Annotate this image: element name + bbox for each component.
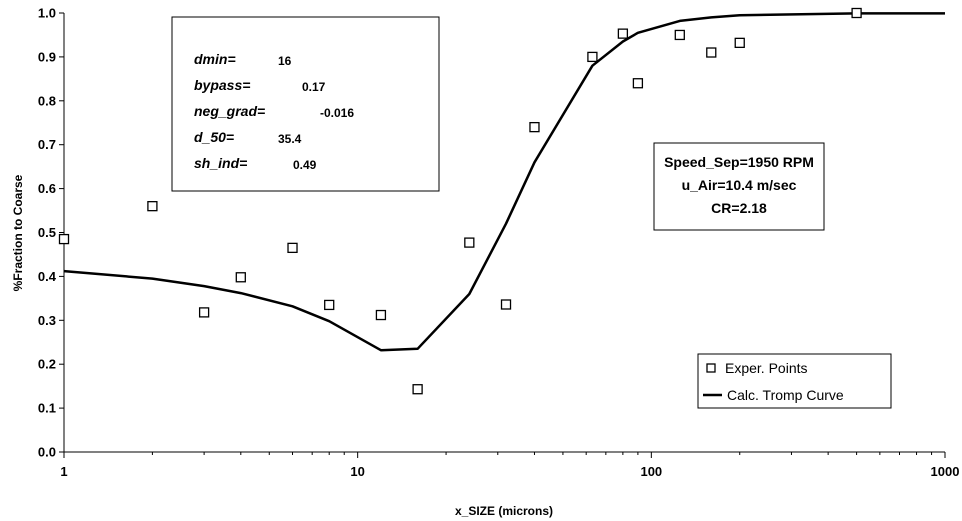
exper-point: [587, 51, 598, 63]
exper-point: [706, 47, 717, 58]
y-tick-label: 0.3: [38, 313, 56, 328]
exper-point: [147, 201, 158, 212]
exper-point: [198, 307, 210, 318]
exper-point: [734, 37, 745, 49]
parameters-rows: dmin= 16 bypass= 0.17 neg_grad= -0.016 d_50= 35…: [194, 51, 354, 172]
exper-point: [632, 78, 644, 89]
tromp-curve-line: [63, 12, 945, 352]
condition-label: u_Air=10.4 m/sec: [682, 177, 797, 193]
exper-point: [324, 299, 335, 311]
legend-label-tromp-curve: Calc. Tromp Curve: [727, 387, 844, 403]
parameter-name: sh_ind=: [194, 155, 247, 171]
legend-frame: [697, 353, 892, 409]
parameter-value: -0.016: [320, 106, 354, 120]
legend-marker-exper-points: [706, 363, 716, 373]
parameter-value: 0.49: [293, 158, 317, 172]
legend: Exper. Points Calc. Tromp Curve: [697, 353, 892, 409]
y-tick-label: 0.0: [38, 445, 56, 460]
exper-point: [617, 28, 629, 39]
exper-point: [375, 309, 387, 321]
parameter-name: bypass=: [194, 77, 250, 93]
y-tick-label: 0.7: [38, 137, 56, 152]
exper-point: [464, 237, 475, 248]
y-tick-label: 0.9: [38, 49, 56, 64]
condition-label: Speed_Sep=1950 RPM: [664, 154, 814, 170]
x-tick-label: 1: [60, 464, 67, 479]
conditions-rows: Speed_Sep=1950 RPM u_Air=10.4 m/sec CR=2.1…: [664, 154, 814, 216]
parameter-name: neg_grad=: [194, 103, 265, 119]
parameter-name: d_50=: [194, 129, 234, 145]
conditions-box-frame: [653, 142, 825, 231]
y-tick-label: 0.1: [38, 401, 56, 416]
parameter-value: 16: [278, 54, 292, 68]
y-tick-label: 0.8: [38, 93, 56, 108]
y-tick-label: 0.4: [38, 269, 57, 284]
y-tick-label: 0.6: [38, 181, 56, 196]
conditions-box: Speed_Sep=1950 RPM u_Air=10.4 m/sec CR=2.1…: [653, 142, 825, 231]
exper-point: [500, 299, 512, 310]
exper-point: [58, 233, 70, 245]
exper-point: [674, 29, 685, 41]
exper-point: [235, 272, 246, 283]
x-tick-label: 100: [640, 464, 662, 479]
exper-point: [412, 384, 423, 395]
parameter-name: dmin=: [194, 51, 236, 67]
parameters-box-frame: [171, 16, 440, 192]
y-tick-label: 0.2: [38, 357, 56, 372]
parameter-value: 35.4: [278, 132, 302, 146]
y-tick-label: 1.0: [38, 6, 56, 21]
exper-point: [851, 7, 862, 19]
parameters-box: dmin= 16 bypass= 0.17 neg_grad= -0.016 d_50= 35…: [171, 16, 440, 192]
legend-label-exper-points: Exper. Points: [725, 360, 808, 376]
series-layer: [58, 7, 945, 395]
y-axis-ticks: 0.0 0.1 0.2 0.3 0.4 0.5 0.6 0.7 0.8 0.9 1.0: [38, 6, 64, 460]
exper-point: [529, 121, 540, 133]
y-axis-title: %Fraction to Coarse: [11, 174, 25, 291]
x-axis-title: x_SIZE (microns): [455, 504, 553, 518]
parameter-value: 0.17: [302, 80, 326, 94]
x-axis-ticks: 1 10 100 1000: [60, 452, 959, 479]
x-tick-label: 1000: [931, 464, 960, 479]
exper-point: [287, 242, 298, 254]
y-tick-label: 0.5: [38, 225, 56, 240]
x-tick-label: 10: [350, 464, 364, 479]
condition-label: CR=2.18: [711, 200, 767, 216]
